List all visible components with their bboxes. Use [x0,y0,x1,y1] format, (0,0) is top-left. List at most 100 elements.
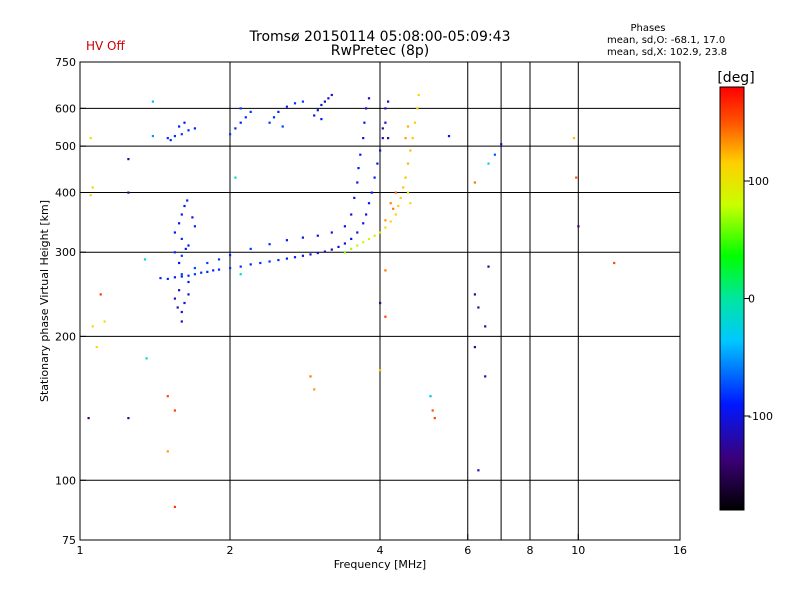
data-point [323,250,326,253]
data-point [484,375,487,378]
data-point [91,325,94,328]
data-point [320,118,323,121]
data-point [239,265,242,268]
data-point [87,417,90,420]
data-point [343,242,346,245]
data-point [249,263,252,266]
data-point [169,139,172,142]
data-point [187,129,190,132]
data-point [180,273,183,276]
data-point [613,261,616,265]
data-point [330,93,333,97]
data-point [89,137,92,140]
data-point [411,137,414,140]
data-point [487,162,490,165]
data-point [193,127,196,130]
data-point [187,280,190,284]
data-point [487,265,490,268]
data-point [367,97,371,100]
data-point [343,225,346,228]
data-point [285,257,288,260]
data-point [229,133,232,136]
data-point [384,107,387,110]
data-point [394,213,397,216]
grid-lines [80,62,680,540]
data-point [409,202,412,205]
data-point [180,213,183,216]
data-point [166,395,169,398]
data-point [359,153,362,156]
data-point [362,222,365,225]
data-point [327,97,330,100]
data-point [229,254,232,257]
data-point [272,116,276,119]
x-tick-label: 1 [77,544,84,557]
data-point [301,254,304,257]
x-tick-labels: 1 2 4 6 8 10 16 [77,534,687,557]
x-tick-label: 8 [527,544,534,557]
data-point [373,234,376,237]
y-tick-label: 400 [55,186,76,199]
y-tick-label: 100 [55,474,76,487]
data-point [399,196,402,199]
data-point [178,289,181,292]
x-tick-label: 16 [673,544,687,557]
data-point [484,325,487,328]
data-point [183,301,186,305]
data-point [356,231,359,234]
data-point [413,121,417,124]
data-point [259,261,262,265]
data-point [387,100,390,103]
data-point [187,274,190,277]
data-point [365,107,368,110]
data-point [381,127,384,130]
data-point [301,100,304,103]
data-point [330,248,333,251]
data-point [206,261,209,265]
data-point [392,207,395,210]
data-point [370,191,373,194]
data-point [234,176,237,179]
data-point [316,109,319,112]
data-point [309,375,312,378]
data-point [473,293,476,296]
data-point [406,162,410,165]
data-point [151,100,154,103]
data-point [384,315,387,318]
data-point [239,121,242,124]
data-point [103,320,106,323]
data-point [429,395,432,398]
colorbar-tick-label: -100 [748,410,773,423]
y-tick-label: 300 [55,246,76,259]
data-point [301,236,304,239]
data-point [268,121,271,124]
y-tick-labels: 75 100 200 300 400 500 600 750 [55,56,86,547]
data-point [89,194,92,197]
y-tick-label: 200 [55,330,76,343]
data-point [285,105,288,108]
data-point [277,110,280,113]
data-point [95,346,98,349]
data-point [367,237,371,240]
data-point [350,237,353,240]
data-point [356,181,359,184]
data-point [353,196,356,199]
data-point [389,202,392,205]
data-point [381,137,384,140]
data-point [477,306,480,309]
hv-status: HV Off [86,39,125,53]
data-point [572,137,576,140]
data-point [151,135,154,138]
data-point [384,121,387,124]
data-point [178,125,181,128]
data-point [180,133,183,136]
data-points [87,93,616,508]
data-point [285,239,288,242]
data-point [577,225,580,228]
data-point [180,237,183,240]
data-point [477,469,480,472]
data-point [173,505,176,508]
data-point [406,191,410,194]
x-tick-label: 10 [571,544,585,557]
